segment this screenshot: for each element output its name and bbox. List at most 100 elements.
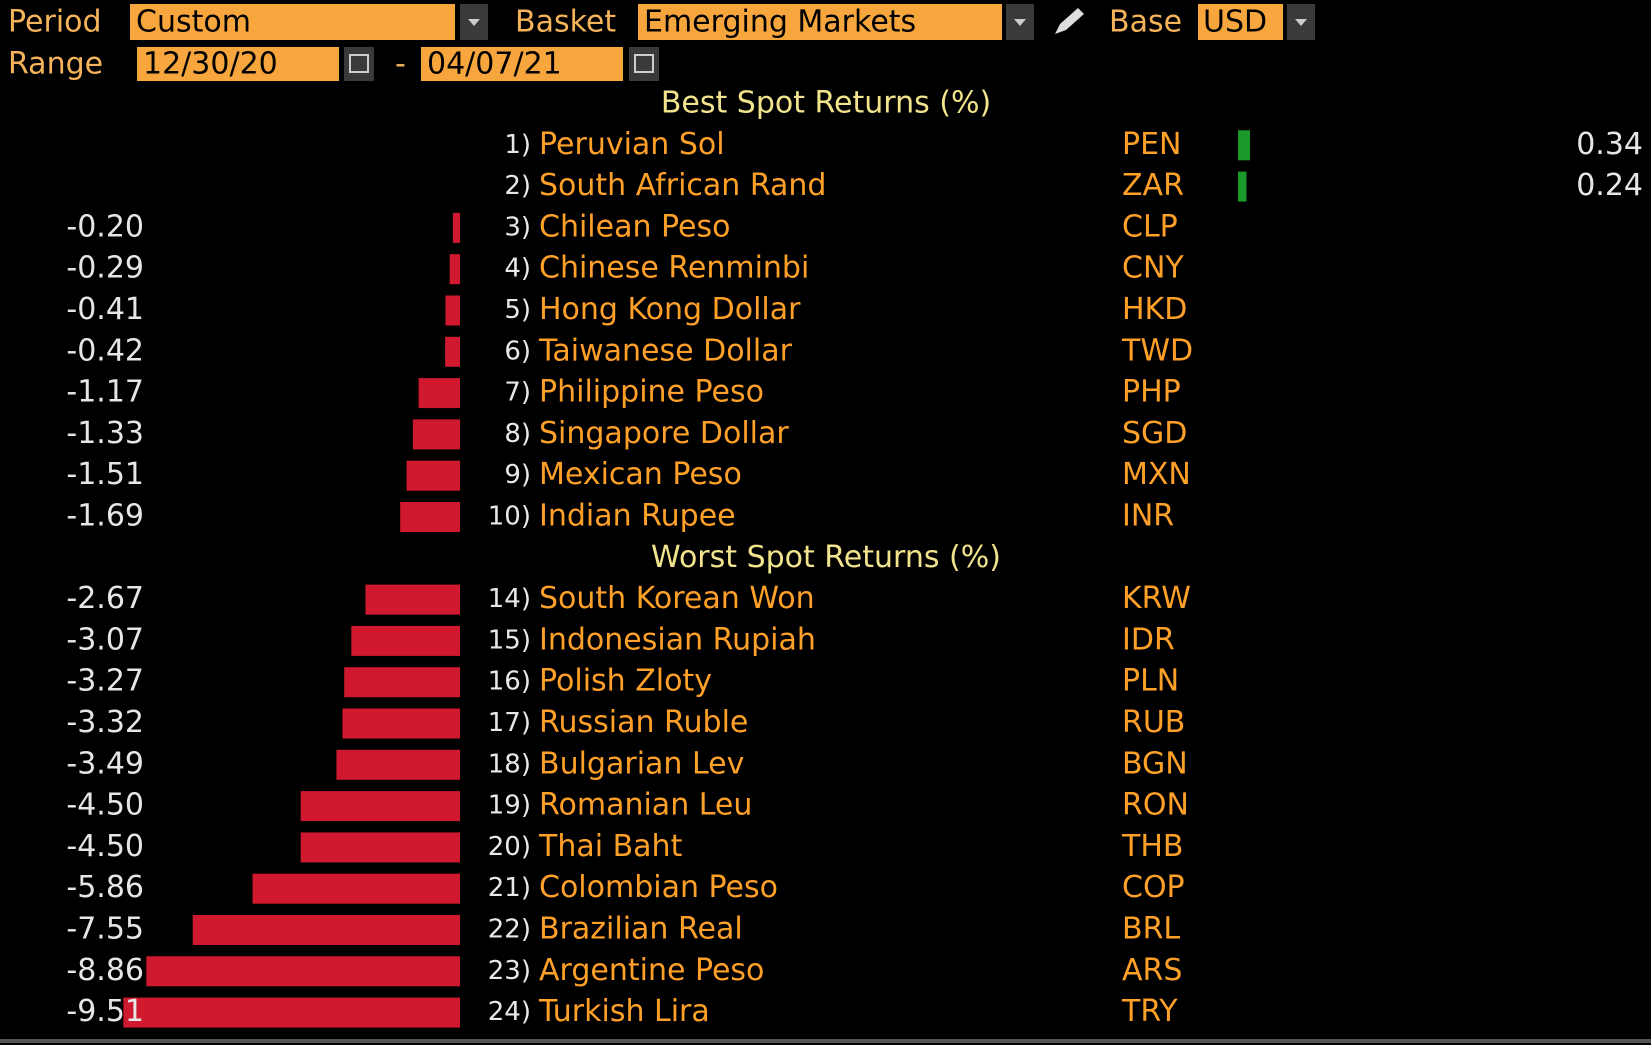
- return-bar: [400, 502, 460, 532]
- row-rank: 6): [504, 336, 531, 366]
- currency-name: Bulgarian Lev: [539, 746, 744, 781]
- currency-code: HKD: [1122, 292, 1187, 327]
- currency-code: COP: [1122, 870, 1185, 905]
- row-rank: 5): [504, 295, 531, 325]
- currency-code: TRY: [1121, 994, 1178, 1029]
- base-field[interactable]: [1198, 4, 1283, 40]
- range-start[interactable]: 12/30/20: [143, 47, 278, 82]
- dropdown-arrow: [1014, 19, 1026, 26]
- base-value[interactable]: USD: [1203, 5, 1267, 40]
- calendar-button[interactable]: [344, 47, 374, 81]
- currency-code: PEN: [1122, 127, 1182, 162]
- calendar-icon: [349, 54, 369, 73]
- currency-name: Turkish Lira: [538, 994, 710, 1029]
- row-rank: 16): [488, 667, 531, 697]
- return-bar: [192, 915, 461, 945]
- section-title: Best Spot Returns (%): [661, 86, 991, 121]
- row-rank: 18): [488, 749, 531, 779]
- currency-code: IDR: [1122, 622, 1175, 657]
- return-value: -0.20: [66, 209, 144, 244]
- row-rank: 7): [504, 378, 531, 408]
- return-bar: [1238, 171, 1247, 202]
- currency-code: KRW: [1122, 581, 1191, 616]
- row-rank: 17): [488, 708, 531, 738]
- currency-name: Colombian Peso: [539, 870, 778, 905]
- return-value: -3.27: [66, 664, 144, 699]
- range-end-field[interactable]: [421, 47, 623, 81]
- currency-name: Indonesian Rupiah: [539, 622, 816, 657]
- currency-code: THB: [1121, 829, 1183, 864]
- base-label: Base: [1109, 5, 1182, 40]
- basket-field[interactable]: [638, 4, 1002, 40]
- currency-name: Romanian Leu: [539, 788, 752, 823]
- return-bar: [300, 832, 460, 863]
- currency-code: SGD: [1122, 416, 1187, 451]
- return-value: -0.41: [66, 292, 144, 327]
- basket-label: Basket: [515, 5, 616, 40]
- return-bar: [300, 791, 460, 822]
- currency-code: PHP: [1122, 375, 1181, 410]
- currency-code: BGN: [1122, 746, 1188, 781]
- currency-name: South Korean Won: [539, 581, 815, 616]
- currency-code: CNY: [1122, 251, 1184, 286]
- row-rank: 15): [488, 625, 531, 655]
- return-value: -1.17: [66, 375, 144, 410]
- return-bar: [445, 336, 460, 367]
- return-value: -1.51: [66, 457, 144, 492]
- return-value: 0.34: [1576, 127, 1643, 162]
- edit-icon[interactable]: [1055, 8, 1084, 34]
- row-rank: 14): [488, 584, 531, 614]
- currency-code: RON: [1122, 788, 1189, 823]
- return-bar: [452, 212, 460, 243]
- return-bar: [1238, 130, 1251, 161]
- calendar-button[interactable]: [629, 47, 659, 81]
- return-value: -7.55: [66, 912, 144, 947]
- currency-name: Peruvian Sol: [539, 127, 725, 162]
- currency-code: CLP: [1122, 209, 1178, 244]
- return-bar: [365, 584, 460, 615]
- row-rank: 2): [504, 171, 531, 201]
- currency-name: Thai Baht: [538, 829, 683, 864]
- row-rank: 24): [488, 997, 531, 1027]
- currency-name: Taiwanese Dollar: [538, 333, 793, 368]
- currency-code: PLN: [1122, 664, 1179, 699]
- currency-code: MXN: [1122, 457, 1191, 492]
- return-value: -9.51: [66, 994, 144, 1029]
- row-rank: 4): [504, 254, 531, 284]
- return-value: -1.69: [66, 499, 144, 534]
- currency-name: Hong Kong Dollar: [539, 292, 801, 327]
- return-value: -3.32: [66, 705, 144, 740]
- row-rank: 10): [488, 502, 531, 532]
- period-field[interactable]: [130, 4, 455, 40]
- currency-name: Indian Rupee: [539, 499, 736, 534]
- return-value: -0.42: [66, 333, 144, 368]
- return-value: -4.50: [66, 788, 144, 823]
- currency-name: Singapore Dollar: [539, 416, 789, 451]
- return-bar: [336, 749, 460, 780]
- return-value: -0.29: [66, 251, 144, 286]
- row-rank: 1): [504, 130, 531, 160]
- return-bar: [351, 625, 460, 656]
- basket-value[interactable]: Emerging Markets: [644, 5, 916, 40]
- currency-code: INR: [1122, 499, 1174, 534]
- currency-name: Chinese Renminbi: [539, 251, 809, 286]
- row-rank: 20): [488, 832, 531, 862]
- return-value: -3.07: [66, 622, 144, 657]
- currency-name: Mexican Peso: [539, 457, 742, 492]
- currency-code: RUB: [1122, 705, 1185, 740]
- return-value: -2.67: [66, 581, 144, 616]
- return-bar: [445, 295, 460, 326]
- currency-name: Philippine Peso: [539, 375, 764, 410]
- currency-name: Brazilian Real: [539, 912, 743, 947]
- range-end[interactable]: 04/07/21: [427, 47, 562, 82]
- return-value: -1.33: [66, 416, 144, 451]
- return-bar: [344, 667, 460, 698]
- period-value[interactable]: Custom: [136, 5, 251, 40]
- range-start-field[interactable]: [137, 47, 339, 81]
- return-bar: [252, 873, 460, 904]
- return-bar: [449, 254, 460, 285]
- currency-code: BRL: [1122, 912, 1180, 947]
- return-bar: [123, 997, 460, 1028]
